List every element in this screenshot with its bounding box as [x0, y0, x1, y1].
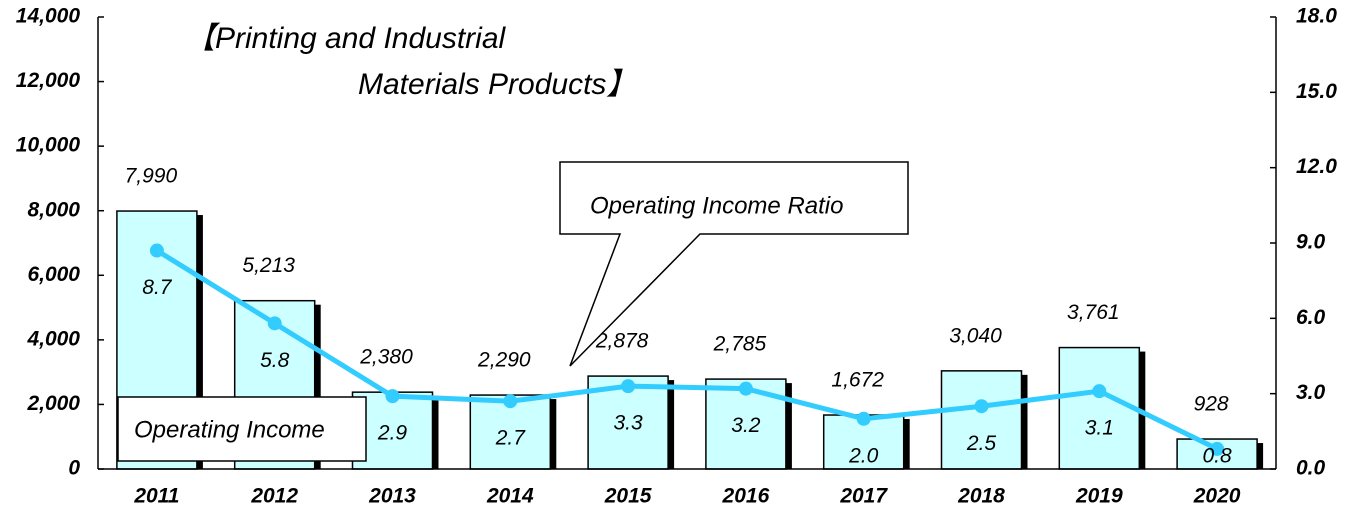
callout-label: Operating Income Ratio — [590, 192, 843, 219]
bar-value-label: 3,761 — [1067, 301, 1120, 324]
ratio-marker — [974, 399, 989, 414]
y-tick-label: 12,000 — [16, 69, 81, 92]
ratio-value-label: 5.8 — [260, 349, 290, 372]
ratio-marker — [385, 389, 400, 404]
y2-tick-label: 18.0 — [1296, 5, 1337, 28]
x-tick-label: 2013 — [368, 485, 416, 508]
bar-value-label: 5,213 — [242, 254, 295, 277]
ratio-marker — [1092, 384, 1107, 399]
ratio-value-label: 2.0 — [848, 444, 879, 467]
ratio-value-label: 2.9 — [377, 422, 408, 445]
y2-tick-label: 0.0 — [1296, 457, 1326, 480]
ratio-marker — [1210, 441, 1225, 456]
ratio-marker — [738, 381, 753, 396]
ratio-value-label: 3.2 — [731, 414, 761, 437]
y-tick-label: 14,000 — [16, 5, 81, 28]
x-tick-label: 2015 — [604, 485, 652, 508]
bar-value-label: 2,290 — [477, 349, 531, 372]
chart-title: Materials Products】 — [358, 68, 636, 101]
y2-tick-label: 12.0 — [1296, 155, 1337, 178]
ratio-value-label: 0.8 — [1202, 445, 1232, 468]
y-tick-label: 10,000 — [16, 134, 81, 157]
y-tick-label: 0 — [68, 457, 80, 480]
bar-value-label: 2,878 — [595, 330, 649, 353]
x-tick-label: 2020 — [1193, 485, 1241, 508]
y-tick-label: 8,000 — [27, 198, 80, 221]
bar — [940, 370, 1023, 470]
callout-box — [559, 161, 909, 367]
ratio-marker — [856, 411, 871, 426]
x-tick-label: 2012 — [250, 485, 298, 508]
y2-tick-label: 3.0 — [1296, 381, 1326, 404]
x-tick-label: 2011 — [133, 485, 179, 508]
ratio-line — [155, 248, 1219, 452]
bar-value-label: 2,785 — [713, 333, 767, 356]
x-tick-label: 2014 — [486, 485, 534, 508]
ratio-marker — [149, 243, 164, 258]
legend-label: Operating Income — [134, 416, 325, 443]
ratio-value-label: 8.7 — [142, 276, 173, 299]
bar-value-label: 7,990 — [125, 165, 178, 188]
y2-tick-label: 15.0 — [1296, 80, 1337, 103]
ratio-value-label: 2.5 — [966, 432, 997, 455]
legend-box — [117, 396, 367, 462]
y-tick-label: 4,000 — [26, 327, 80, 350]
bar-value-label: 3,040 — [949, 324, 1002, 347]
y2-tick-label: 6.0 — [1296, 306, 1326, 329]
bar-value-label: 2,380 — [359, 346, 413, 369]
ratio-value-label: 3.1 — [1085, 417, 1114, 440]
ratio-value-label: 3.3 — [613, 412, 643, 435]
x-tick-label: 2019 — [1075, 485, 1123, 508]
ratio-value-label: 2.7 — [495, 427, 527, 450]
ratio-marker — [503, 394, 518, 409]
bar — [1058, 346, 1141, 470]
x-tick-label: 2016 — [722, 485, 770, 508]
y-tick-label: 6,000 — [27, 263, 80, 286]
x-tick-label: 2018 — [957, 485, 1005, 508]
bar-value-label: 1,672 — [831, 369, 884, 392]
bar-value-label: 928 — [1194, 393, 1229, 416]
ratio-marker — [267, 316, 282, 331]
ratio-marker — [621, 379, 636, 394]
y-tick-label: 2,000 — [26, 392, 80, 415]
y2-tick-label: 9.0 — [1296, 231, 1326, 254]
chart-title: 【Printing and Industrial — [185, 22, 507, 55]
x-tick-label: 2017 — [839, 485, 888, 508]
